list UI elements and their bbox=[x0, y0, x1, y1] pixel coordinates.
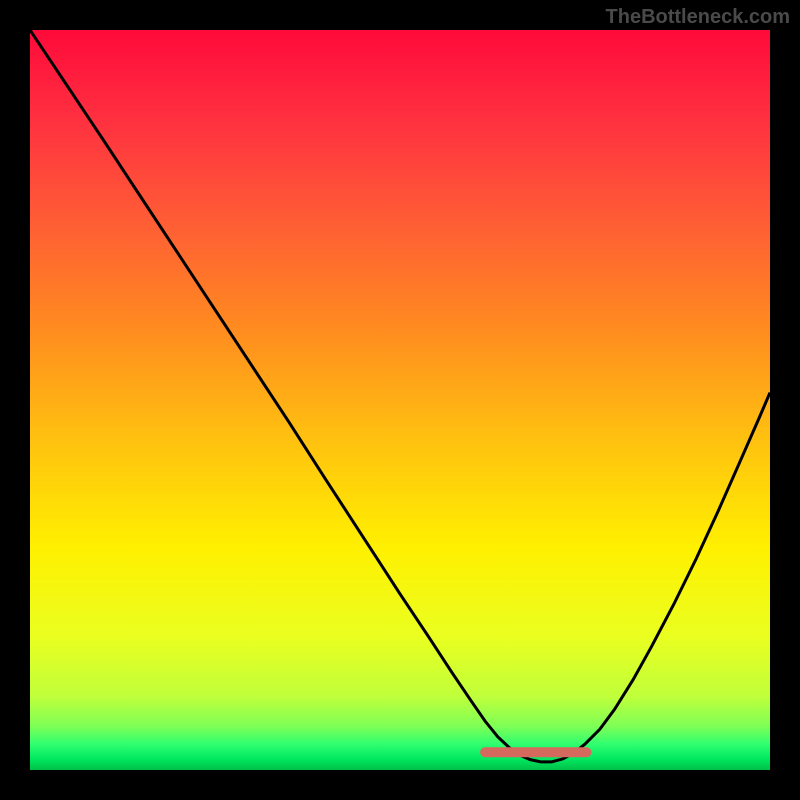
plot-svg bbox=[30, 30, 770, 770]
bottleneck-plot bbox=[30, 30, 770, 770]
gradient-fill bbox=[30, 30, 770, 770]
watermark-text: TheBottleneck.com bbox=[606, 6, 790, 29]
